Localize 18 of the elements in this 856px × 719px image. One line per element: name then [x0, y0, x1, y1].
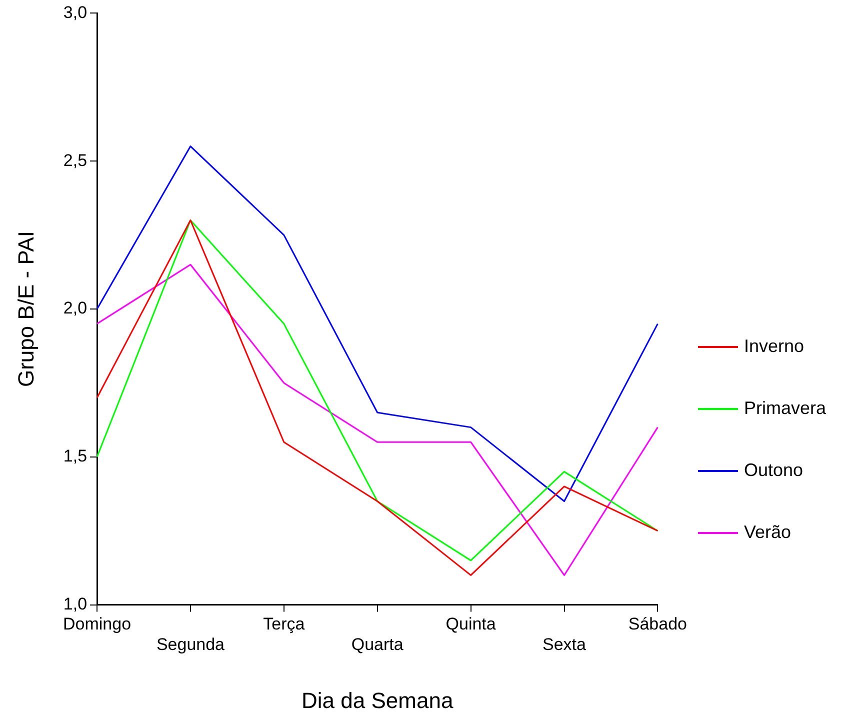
x-tick-label: Sábado	[628, 614, 688, 634]
legend-label: Primavera	[744, 398, 826, 419]
x-tick-label: Sexta	[542, 635, 587, 654]
y-tick-label: 2,0	[63, 298, 88, 318]
y-tick-label: 3,0	[63, 2, 88, 22]
x-tick-label: Quinta	[446, 614, 496, 634]
x-tick-label: Quarta	[351, 635, 404, 654]
y-axis-title: Grupo B/E - PAI	[13, 230, 38, 388]
x-tick-label: Terça	[263, 614, 306, 634]
y-tick-label: 1,0	[63, 594, 88, 614]
legend-label: Outono	[744, 460, 804, 481]
x-tick-label: Domingo	[63, 614, 132, 634]
x-axis-title: Dia da Semana	[302, 688, 454, 713]
legend-label: Verão	[744, 522, 792, 543]
y-tick-label: 1,5	[63, 446, 88, 466]
legend-label: Inverno	[744, 336, 804, 357]
x-tick-label: Segunda	[156, 635, 226, 654]
y-tick-label: 2,5	[63, 150, 88, 170]
